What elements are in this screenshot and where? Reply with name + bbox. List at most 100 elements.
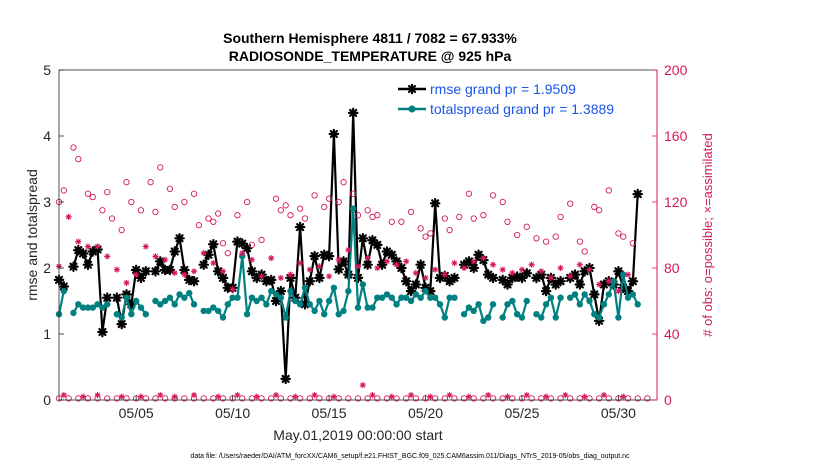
possible-obs-point [567,200,574,207]
possible-obs-point [205,215,212,222]
rmse-point [589,289,600,300]
possible-obs-point [489,395,497,402]
series-1-line [57,290,65,315]
legend-rmse-asterisk [406,83,418,95]
possible-obs-point [171,203,178,211]
legend-rmse-marker [406,83,418,95]
rmse-point [140,266,152,277]
assimilated-obs-point [181,271,188,278]
assimilated-obs-point [567,273,574,280]
possible-obs-point [340,179,347,186]
totalspread-point [538,314,545,321]
assimilated-obs-point [504,393,511,400]
assimilated-obs-point [60,391,67,399]
rmse-point [415,259,426,270]
y-right-tick-label: 120 [664,194,688,210]
assimilated-obs-point [499,266,506,273]
rmse-point [386,249,398,261]
y-left-tick-label: 2 [43,260,51,276]
totalspread-point [316,297,323,305]
totalspread-point [629,291,637,298]
rmse-point [97,326,108,338]
assimilated-obs-point [407,391,415,399]
totalspread-point [513,311,521,318]
totalspread-point [398,294,405,301]
totalspread-point [210,304,217,311]
possible-obs-point [104,188,111,196]
rmse-point [130,264,142,276]
possible-obs-point [128,198,135,206]
totalspread-point [605,291,612,298]
possible-obs-point [595,207,603,214]
totalspread-point [186,289,193,297]
totalspread-point [364,304,371,311]
possible-obs-point [634,395,641,402]
totalspread-point [586,297,593,305]
possible-obs-point [75,155,82,163]
y-right-tick-label: 80 [664,260,680,276]
y-left-tick-label: 4 [43,128,51,144]
possible-obs-point [422,233,429,240]
totalspread-point [446,294,453,301]
y-right-tick-label: 160 [664,128,688,144]
assimilated-obs-point [542,393,550,400]
assimilated-obs-point [75,238,82,245]
assimilated-obs-point [171,269,178,277]
rmse-point [627,275,639,287]
assimilated-obs-point [359,381,366,389]
possible-obs-point [219,240,227,247]
possible-obs-point [301,215,309,222]
rmse-point [371,239,383,251]
totalspread-point [243,311,251,318]
y-right-tick-label: 40 [664,326,680,342]
rmse-point [347,107,359,119]
possible-obs-point [70,144,77,151]
totalspread-point [118,314,125,321]
totalspread-point [499,314,506,321]
assimilated-obs-point [364,254,371,262]
assimilated-obs-point [388,393,395,400]
possible-obs-point [137,207,145,214]
rmse-point [333,264,345,275]
x-tick-label: 05/15 [312,405,347,421]
assimilated-obs-point [104,253,111,260]
possible-obs-point [248,241,256,249]
possible-obs-point [296,205,304,212]
totalspread-point [132,297,140,305]
x-tick-label: 05/30 [601,405,636,421]
assimilated-obs-point [152,253,159,260]
legend-rmse-label: rmse grand pr = 1.9509 [430,81,576,97]
rmse-point [68,261,79,272]
rmse-point [328,128,340,140]
totalspread-point [321,311,328,318]
possible-obs-point [224,249,231,257]
possible-obs-point [345,395,352,402]
assimilated-obs-point [330,393,338,400]
possible-obs-point [200,395,207,402]
assimilated-obs-point [446,391,453,399]
totalspread-point [89,304,96,311]
assimilated-obs-point [272,391,280,399]
possible-obs-point [427,230,434,237]
totalspread-point [427,294,434,301]
assimilated-obs-point [547,274,555,282]
possible-obs-point [417,225,424,232]
totalspread-point [504,301,511,308]
assimilated-obs-point [123,279,130,287]
possible-obs-point [441,395,448,402]
possible-obs-point [465,190,473,197]
totalspread-point [190,301,198,308]
x-axis-label: May.01,2019 00:00:00 start [273,427,443,443]
totalspread-point [610,278,617,285]
rmse-point [376,259,388,270]
assimilated-obs-point [518,266,526,273]
rmse-point [574,279,586,290]
rmse-point [82,259,94,270]
totalspread-point [600,301,608,308]
rmse-point [164,264,176,276]
possible-obs-point [311,192,318,199]
totalspread-point [248,294,256,301]
totalspread-point [137,304,145,311]
possible-obs-point [166,185,174,192]
totalspread-point [388,294,395,301]
